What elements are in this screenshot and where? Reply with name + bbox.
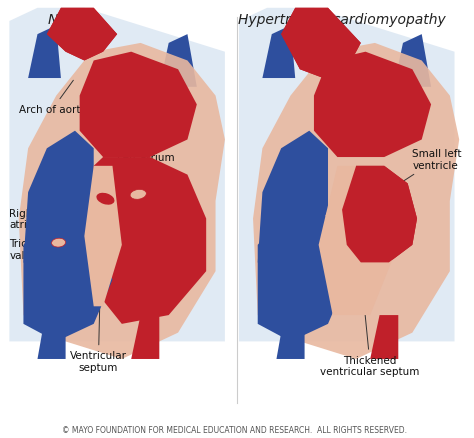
Polygon shape [319,166,398,315]
Polygon shape [19,44,225,359]
Text: Aortic
valve: Aortic valve [37,188,100,210]
Polygon shape [47,9,117,61]
Ellipse shape [52,239,65,247]
Text: Right
atrium: Right atrium [9,208,44,230]
Ellipse shape [96,193,114,205]
Polygon shape [159,35,197,88]
Text: Tricuspid
valve: Tricuspid valve [9,239,55,261]
Polygon shape [281,9,361,79]
Polygon shape [37,307,65,359]
Polygon shape [342,166,417,263]
Polygon shape [258,131,328,280]
Polygon shape [47,9,117,61]
Polygon shape [253,44,459,359]
Polygon shape [23,210,112,342]
Polygon shape [276,307,305,359]
Polygon shape [9,9,225,342]
Polygon shape [314,53,431,158]
Text: Arch of aorta: Arch of aorta [19,81,87,114]
Text: Mitral
valve: Mitral valve [122,193,152,215]
Polygon shape [281,9,361,79]
Polygon shape [258,210,347,342]
Text: Thickened
ventricular septum: Thickened ventricular septum [320,274,420,377]
Polygon shape [131,315,159,359]
Polygon shape [239,9,455,342]
Ellipse shape [130,190,146,200]
Polygon shape [28,26,61,79]
Text: Ventricular
septum: Ventricular septum [70,265,127,372]
Polygon shape [370,315,398,359]
Text: Small left
ventricle: Small left ventricle [382,149,462,196]
Polygon shape [342,166,417,263]
Text: Normal: Normal [47,13,98,27]
Text: Left atrium: Left atrium [117,143,175,162]
Text: © MAYO FOUNDATION FOR MEDICAL EDUCATION AND RESEARCH.  ALL RIGHTS RESERVED.: © MAYO FOUNDATION FOR MEDICAL EDUCATION … [62,424,407,434]
Polygon shape [393,35,431,88]
Polygon shape [23,131,94,280]
Polygon shape [263,26,295,79]
Polygon shape [84,158,206,324]
Polygon shape [84,166,122,307]
Text: Left ventricle: Left ventricle [127,232,195,241]
Text: Hypertrophic cardiomyopathy: Hypertrophic cardiomyopathy [238,13,446,27]
Text: Right ventricle: Right ventricle [28,280,105,294]
Polygon shape [80,53,197,158]
